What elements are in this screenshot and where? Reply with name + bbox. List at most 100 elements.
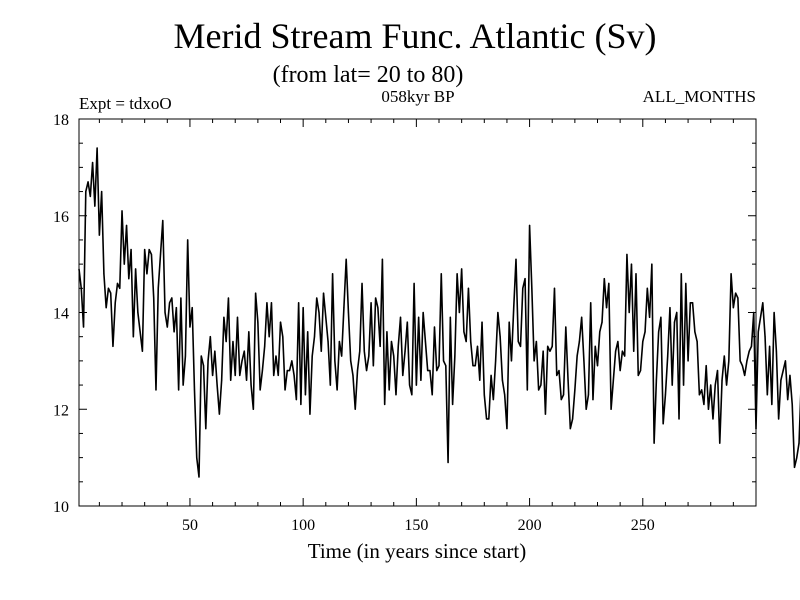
data-point	[768, 345, 771, 347]
data-point	[214, 350, 216, 352]
data-point	[146, 273, 148, 275]
data-point	[112, 345, 114, 347]
data-point	[687, 360, 689, 362]
data-point	[515, 258, 517, 260]
data-point	[420, 379, 422, 381]
data-point	[173, 331, 175, 333]
data-point	[572, 418, 574, 420]
data-point	[196, 457, 198, 459]
data-point	[295, 398, 297, 401]
data-point	[748, 350, 750, 352]
data-point	[245, 379, 248, 381]
data-point	[504, 394, 506, 396]
data-point	[440, 273, 442, 275]
data-point	[626, 253, 628, 256]
data-point	[728, 360, 730, 362]
data-point	[454, 355, 456, 357]
data-point	[180, 297, 182, 299]
data-point	[499, 336, 501, 338]
data-point	[531, 287, 533, 289]
data-point	[676, 311, 678, 314]
data-point	[293, 374, 295, 376]
data-point	[211, 374, 214, 376]
data-point	[184, 355, 187, 357]
data-point	[207, 360, 209, 362]
data-point	[678, 418, 680, 420]
data-point	[322, 292, 325, 294]
data-point	[424, 340, 427, 343]
data-point	[567, 379, 569, 381]
data-point	[266, 302, 268, 304]
data-point	[707, 408, 710, 410]
data-point	[363, 350, 365, 352]
data-point	[309, 413, 311, 415]
data-point	[476, 345, 479, 347]
data-point	[610, 408, 612, 410]
data-point	[653, 442, 655, 444]
data-point	[320, 350, 322, 352]
data-point	[159, 253, 162, 256]
data-point	[370, 302, 372, 304]
data-point	[667, 355, 669, 357]
data-point	[365, 369, 368, 372]
data-point	[153, 297, 155, 299]
data-point	[744, 374, 746, 376]
data-point	[390, 340, 393, 343]
data-point	[418, 316, 420, 318]
data-point	[413, 282, 415, 285]
data-point	[771, 403, 773, 406]
x-tick-label: 200	[518, 517, 542, 534]
data-point	[338, 340, 340, 343]
data-point	[735, 292, 737, 294]
data-point	[553, 287, 556, 289]
data-point	[209, 336, 211, 338]
data-point	[585, 408, 587, 410]
data-point	[261, 369, 263, 372]
data-point	[411, 394, 413, 396]
data-point	[273, 374, 275, 376]
data-point	[223, 316, 225, 318]
data-point	[277, 374, 279, 376]
data-point	[386, 331, 388, 333]
data-point	[784, 360, 787, 362]
data-point	[445, 365, 447, 367]
data-point	[773, 311, 775, 314]
data-point	[633, 350, 635, 352]
series-line	[78, 147, 800, 478]
data-point	[350, 360, 352, 362]
data-point	[359, 350, 361, 352]
data-point	[402, 374, 404, 376]
data-point	[78, 268, 80, 270]
data-point	[442, 360, 445, 362]
data-point	[107, 287, 110, 289]
data-point	[662, 423, 664, 425]
data-point	[121, 210, 123, 212]
data-point	[331, 273, 334, 275]
data-point	[753, 311, 755, 314]
data-point	[682, 384, 685, 386]
data-point	[730, 273, 732, 275]
data-point	[528, 224, 531, 227]
data-point	[664, 394, 667, 396]
data-point	[304, 394, 307, 396]
data-point	[542, 350, 544, 352]
data-point	[110, 292, 112, 294]
data-point	[415, 384, 417, 386]
data-point	[648, 316, 651, 318]
data-point	[612, 379, 614, 381]
data-point	[673, 321, 676, 323]
data-point	[732, 307, 734, 309]
data-point	[488, 418, 490, 420]
data-point	[578, 340, 580, 343]
data-point	[361, 282, 363, 285]
data-point	[431, 394, 433, 396]
data-point	[787, 398, 789, 401]
data-point	[701, 389, 703, 391]
data-point	[737, 297, 739, 299]
data-point	[617, 340, 619, 343]
data-point	[458, 311, 460, 314]
data-point	[422, 311, 424, 314]
data-point	[388, 389, 390, 391]
data-point	[759, 316, 762, 318]
data-point	[680, 273, 682, 275]
